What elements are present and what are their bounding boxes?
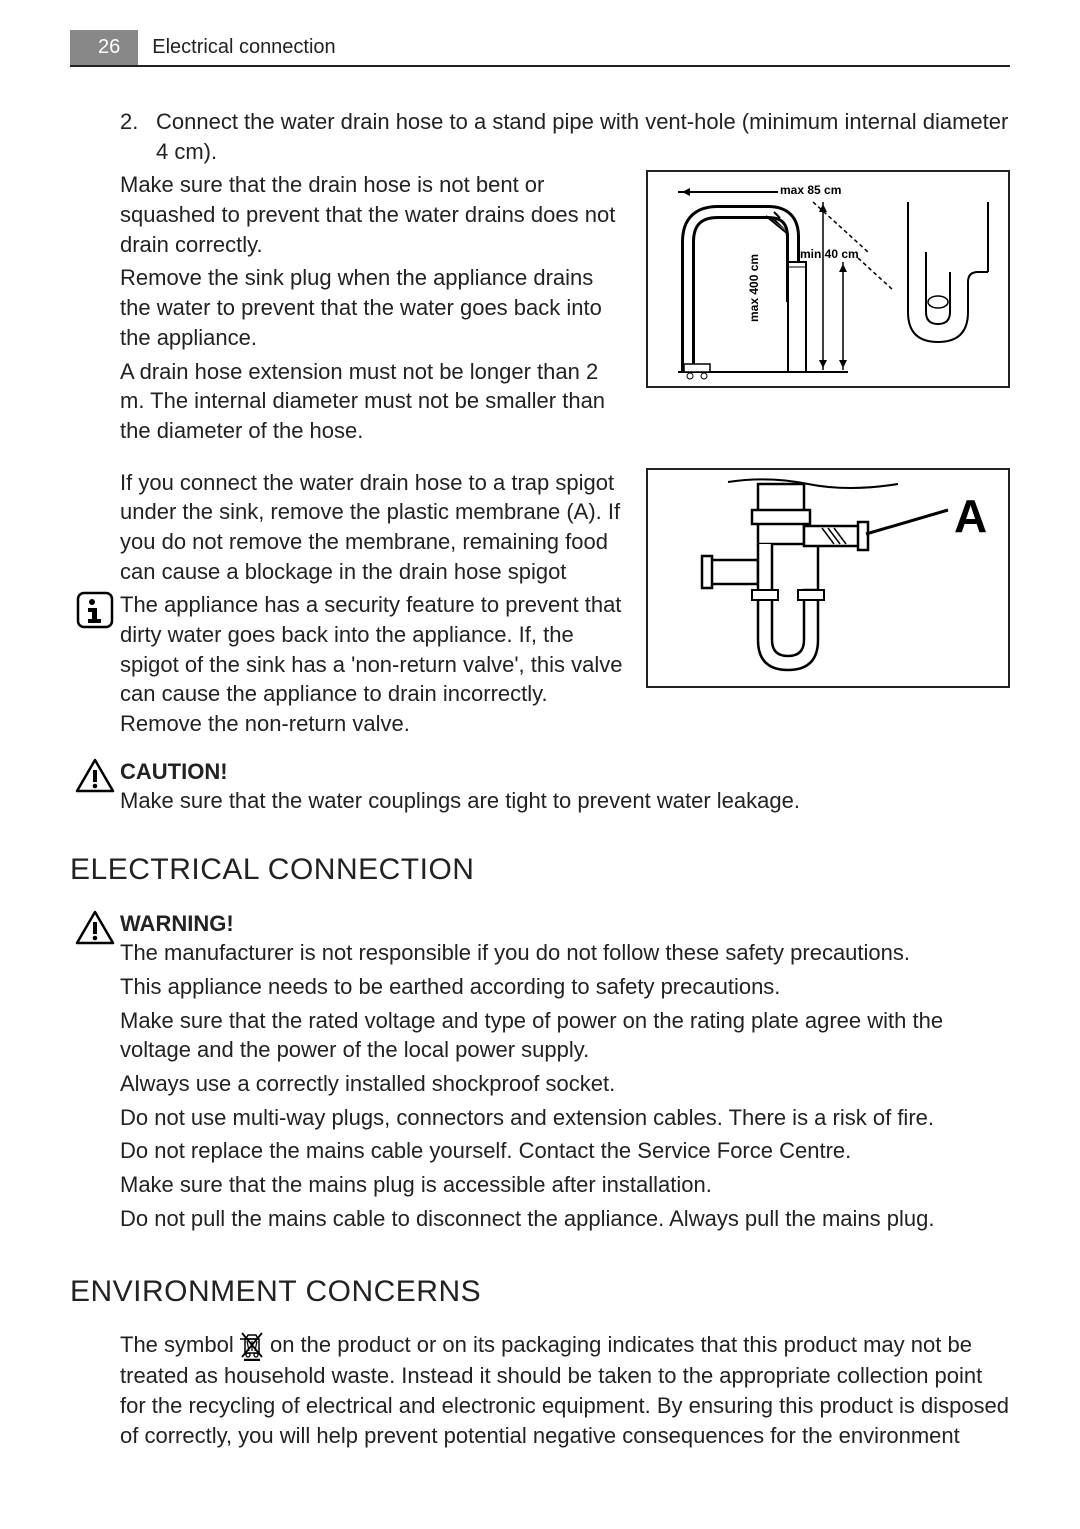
section-electrical: ELECTRICAL CONNECTION — [70, 850, 1010, 891]
trap-spigot-diagram: A — [646, 468, 1010, 688]
info-text: The appliance has a security feature to … — [120, 590, 628, 738]
step-number: 2. — [120, 107, 156, 166]
page-header: 26 Electrical connection — [70, 30, 1010, 67]
header-title: Electrical connection — [138, 30, 335, 65]
paragraph: A drain hose extension must not be longe… — [120, 357, 628, 446]
warning-text: Always use a correctly installed shockpr… — [120, 1069, 1010, 1099]
label-min40: min 40 cm — [800, 247, 859, 261]
step-text: Connect the water drain hose to a stand … — [156, 107, 1010, 166]
warning-text: Make sure that the mains plug is accessi… — [120, 1170, 1010, 1200]
info-icon — [75, 590, 115, 630]
weee-icon — [240, 1331, 264, 1361]
warning-text: The manufacturer is not responsible if y… — [120, 938, 1010, 968]
caution-icon — [74, 757, 116, 795]
warning-text: Do not pull the mains cable to disconnec… — [120, 1204, 1010, 1234]
label-max85: max 85 cm — [780, 183, 841, 197]
warning-heading: WARNING! — [120, 909, 1010, 939]
warning-text: Make sure that the rated voltage and typ… — [120, 1006, 1010, 1065]
page-number: 26 — [70, 30, 138, 65]
drain-hose-diagram: max 85 cm max 400 cm min 40 cm — [646, 170, 1010, 388]
paragraph: Make sure that the drain hose is not ben… — [120, 170, 628, 259]
label-A: A — [954, 490, 987, 542]
env-text-a: The symbol — [120, 1332, 240, 1357]
paragraph: Remove the sink plug when the appliance … — [120, 263, 628, 352]
caution-heading: CAUTION! — [120, 757, 800, 787]
label-max400: max 400 cm — [747, 254, 761, 322]
section-environment: ENVIRONMENT CONCERNS — [70, 1272, 1010, 1313]
caution-text: Make sure that the water couplings are t… — [120, 786, 800, 816]
warning-text: Do not replace the mains cable yourself.… — [120, 1136, 1010, 1166]
warning-text: This appliance needs to be earthed accor… — [120, 972, 1010, 1002]
warning-icon — [74, 909, 116, 947]
paragraph: If you connect the water drain hose to a… — [120, 468, 628, 587]
warning-text: Do not use multi-way plugs, connectors a… — [120, 1103, 1010, 1133]
environment-paragraph: The symbol on the product or on its pack… — [120, 1330, 1010, 1450]
step-2: 2. Connect the water drain hose to a sta… — [120, 107, 1010, 166]
